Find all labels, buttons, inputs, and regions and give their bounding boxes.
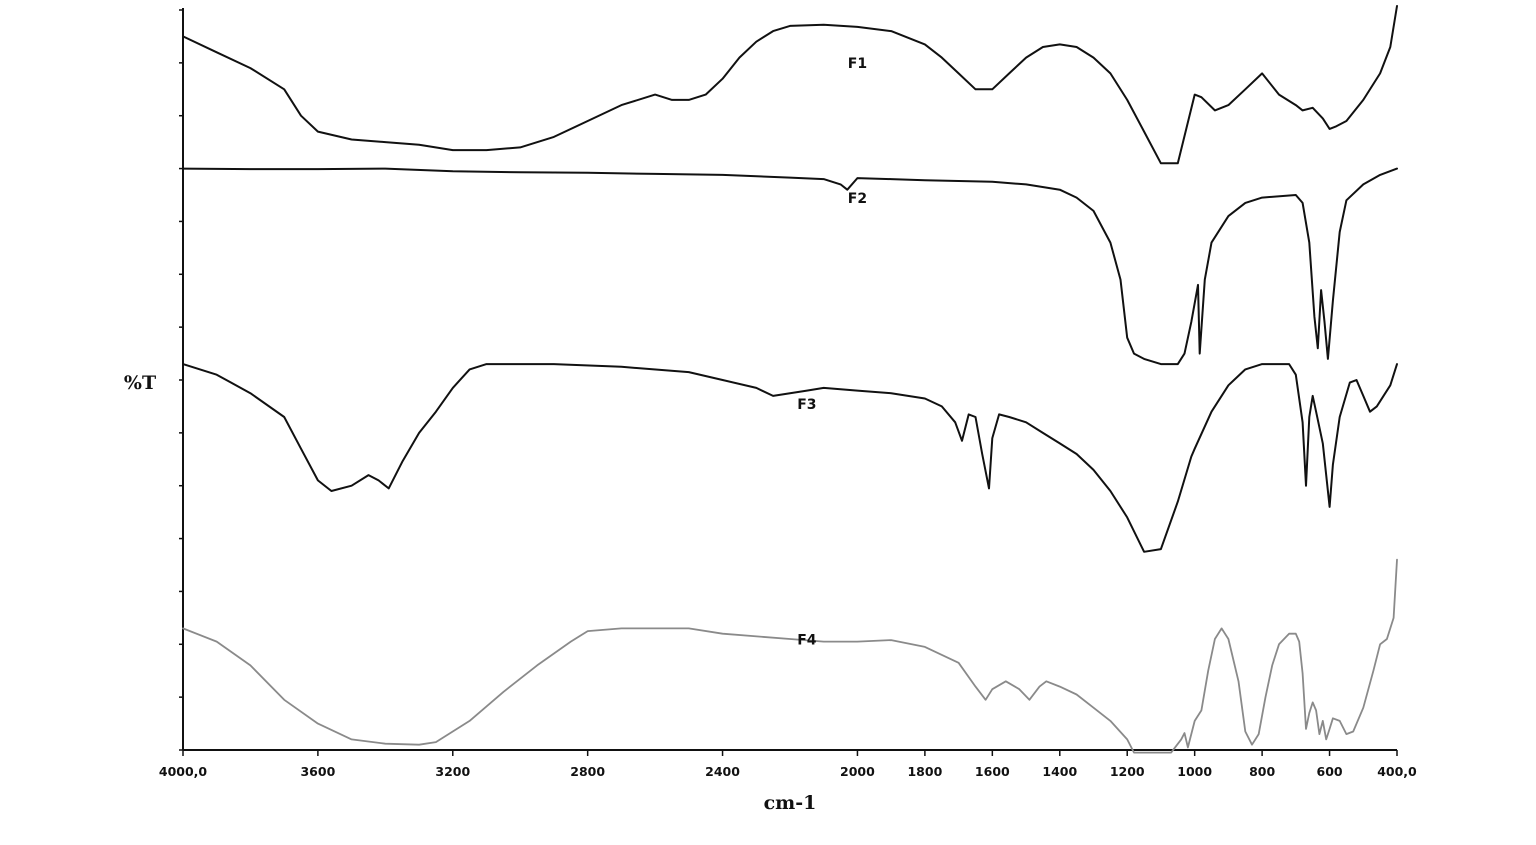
series-line-f4 — [182, 558, 1398, 754]
x-tick-label: 2400 — [705, 764, 740, 779]
series-label-f1: F1 — [848, 56, 867, 72]
series-line-f3 — [182, 363, 1398, 553]
series-labels: F1 F2 F3 F4 — [797, 56, 867, 648]
series-label-f4: F4 — [797, 632, 817, 648]
series-label-f2: F2 — [848, 191, 867, 207]
x-axis-title: cm-1 — [764, 792, 817, 814]
x-tick-label: 600 — [1317, 764, 1343, 779]
x-tick-label: 4000,0 — [159, 764, 208, 779]
x-tick-label: 1400 — [1042, 764, 1077, 779]
x-tick-label: 3200 — [435, 764, 470, 779]
x-tick-label: 1200 — [1110, 764, 1145, 779]
spectra-curves — [182, 5, 1398, 754]
series-line-f2 — [182, 167, 1398, 366]
x-tick-label: 2000 — [840, 764, 875, 779]
x-tick-labels: 4000,0 3600 3200 2800 2400 2000 1800 1600 1400 12… — [159, 764, 1417, 779]
x-tick-label: 1800 — [907, 764, 942, 779]
x-tick-label: 3600 — [300, 764, 335, 779]
y-axis-title: %T — [124, 372, 156, 394]
x-tick-label: 800 — [1249, 764, 1275, 779]
series-label-f3: F3 — [797, 397, 816, 413]
x-tick-label: 2800 — [570, 764, 605, 779]
x-tick-label: 400,0 — [1377, 764, 1417, 779]
x-tick-label: 1600 — [975, 764, 1010, 779]
x-tick-label: 1000 — [1177, 764, 1212, 779]
series-line-f1 — [182, 5, 1398, 165]
